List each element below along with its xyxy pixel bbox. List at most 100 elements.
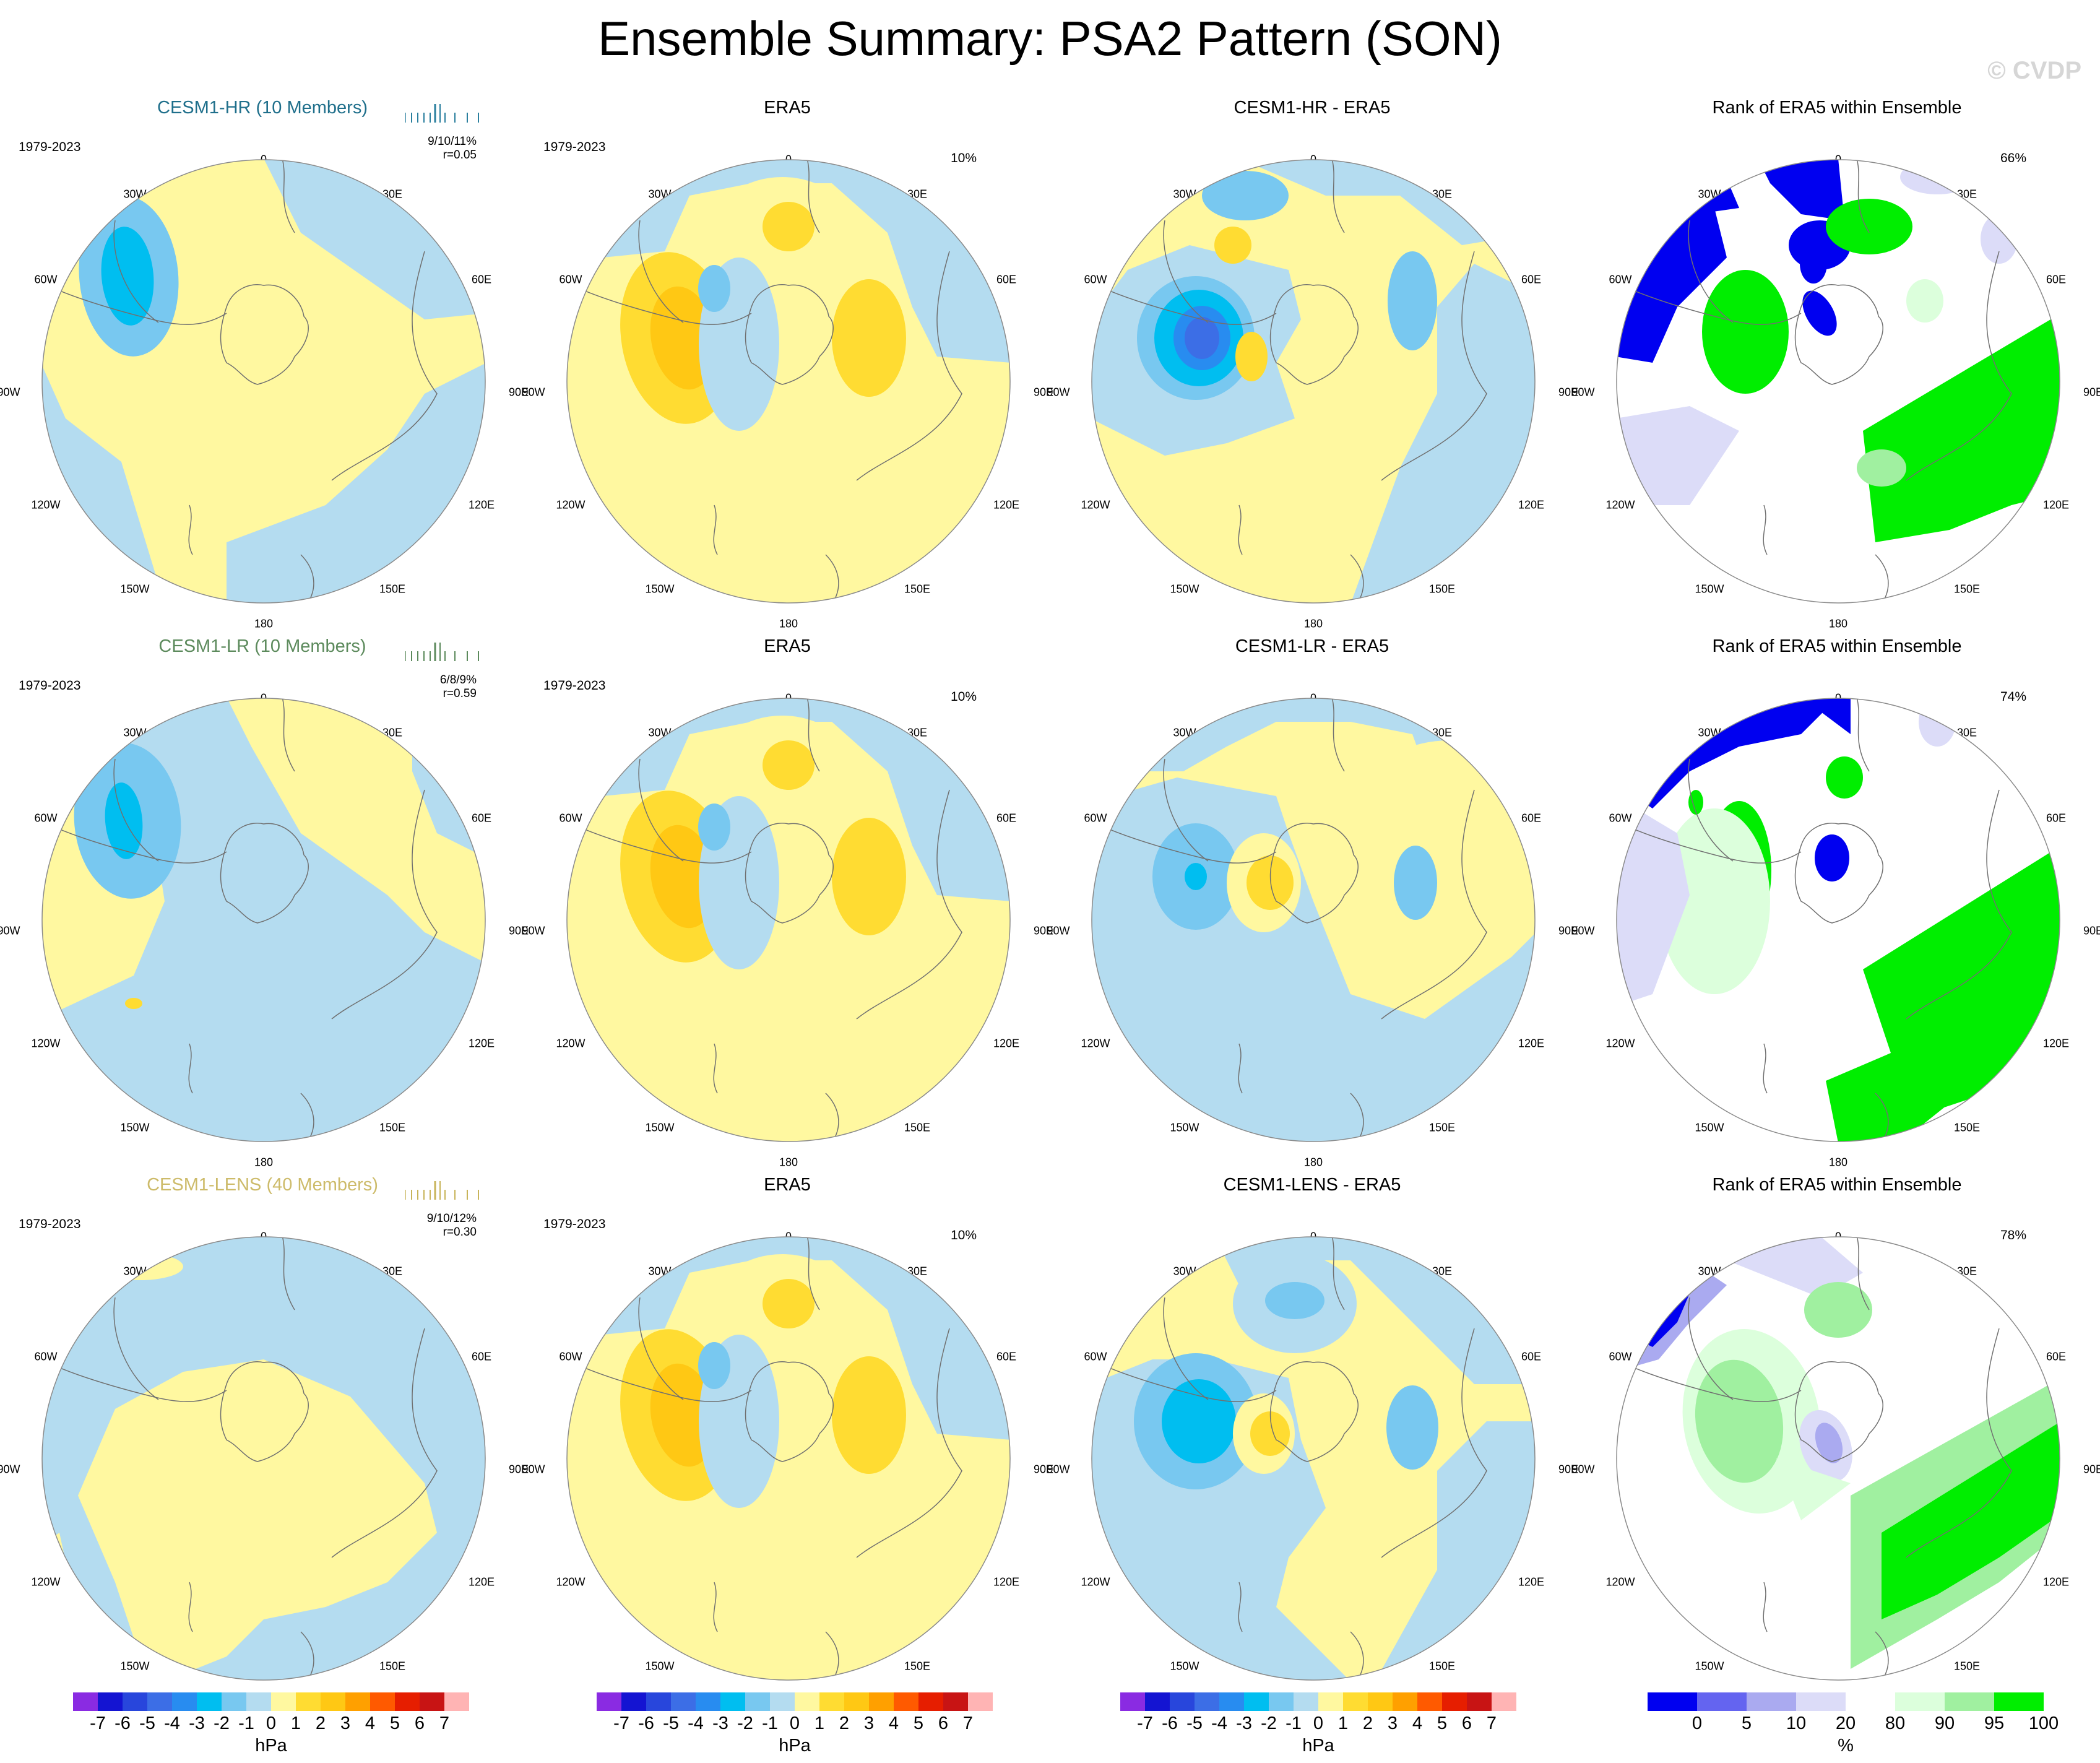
contour-region: [42, 160, 485, 319]
lon-label: 60E: [471, 812, 492, 825]
colorbar-cells: [73, 1692, 469, 1711]
cvdp-watermark: © CVDP: [1987, 57, 2081, 84]
colorbar-label: 2: [315, 1713, 326, 1733]
difference-pattern-panel: CESM1-LR - ERA5 0 30E 60E 90E 120E 150E 180 150W…: [1047, 635, 1578, 1175]
lon-label: 120E: [1518, 1037, 1545, 1050]
contour-region: [650, 1363, 717, 1467]
panel-title: CESM1-LR - ERA5: [1235, 636, 1389, 656]
contour-region: [1981, 214, 2018, 264]
contour-region: [1776, 1458, 1851, 1520]
colorbar-label: -2: [214, 1713, 230, 1733]
lon-label: 150E: [1428, 583, 1456, 596]
map-boundary: [41, 159, 486, 604]
lon-label: 120E: [993, 1575, 1020, 1588]
lon-label: 180: [779, 1156, 798, 1169]
lon-label: 120E: [993, 498, 1020, 511]
colorbar-cell: [894, 1692, 918, 1711]
difference-pattern-panel: CESM1-LENS - ERA5030E60E90E120E150E18015…: [1047, 1174, 1578, 1713]
lon-label: 120E: [2042, 1037, 2070, 1050]
lon-label: 150W: [1695, 1660, 1724, 1673]
colorbar-cell: [246, 1692, 271, 1711]
map-boundary: [41, 698, 486, 1142]
lon-label: 120W: [31, 1037, 61, 1050]
colorbar-label: 5: [913, 1713, 924, 1733]
polar-map: [1615, 1236, 2061, 1681]
colorbar-cell: [819, 1692, 844, 1711]
colorbar-cell: [1697, 1692, 1747, 1711]
contour-region: [698, 265, 730, 312]
lon-label: 90E: [1558, 386, 1579, 399]
lon-label: 90W: [1047, 1463, 1070, 1476]
lon-label: 150E: [904, 1660, 931, 1673]
lon-label: 60E: [996, 812, 1017, 825]
lon-label: 120E: [1518, 1575, 1545, 1588]
lon-label: 60E: [471, 273, 492, 286]
polar-map: [41, 697, 486, 1143]
colorbar-cell: [1343, 1692, 1368, 1711]
lon-label: 90W: [0, 386, 20, 399]
member-ticks: [405, 1181, 480, 1200]
colorbar-cell: [1120, 1692, 1145, 1711]
colorbar-cell: [696, 1692, 720, 1711]
contour-region: [763, 740, 815, 790]
model-stats: 6/8/9% r=0.59: [371, 674, 477, 701]
colorbar-label: 1: [290, 1713, 301, 1733]
lon-label: 60E: [1521, 812, 1542, 825]
lon-label: 150E: [1953, 1121, 1981, 1134]
lon-label: 120W: [31, 498, 61, 511]
lon-label: 120W: [556, 1037, 585, 1050]
lon-label: 120W: [1605, 498, 1635, 511]
colorbar-cell: [1747, 1692, 1796, 1711]
panel-title: ERA5: [764, 636, 811, 656]
lon-label: 60E: [2046, 1350, 2067, 1363]
lon-label: 90E: [1033, 386, 1054, 399]
lon-label: 60E: [2046, 812, 2067, 825]
lon-label: 150E: [904, 583, 931, 596]
colorbar-label: -6: [115, 1713, 131, 1733]
colorbar-label: 7: [962, 1713, 974, 1733]
colorbar-cell: [621, 1692, 646, 1711]
lon-label: 180: [1303, 1156, 1323, 1169]
colorbar-label: 0: [1313, 1713, 1324, 1733]
colorbar-label: 3: [1387, 1713, 1398, 1733]
contour-region: [832, 279, 906, 397]
lon-label: 90E: [2083, 924, 2100, 937]
lon-label: 120E: [1518, 498, 1545, 511]
lon-label: 120W: [1081, 498, 1110, 511]
period-label: 1979-2023: [543, 140, 606, 154]
lon-label: 60W: [34, 812, 58, 825]
colorbar-label: -1: [762, 1713, 778, 1733]
contour-region: [1617, 406, 1739, 505]
colorbar-unit: hPa: [1302, 1736, 1334, 1756]
contour-region: [832, 1356, 906, 1474]
map-boundary: [1091, 698, 1536, 1142]
contour-region: [1882, 1421, 2060, 1619]
lon-label: 60E: [1521, 273, 1542, 286]
lon-label: 90E: [1033, 1463, 1054, 1476]
colorbar-label: -3: [1236, 1713, 1252, 1733]
polar-map: [1091, 697, 1536, 1143]
lon-label: 180: [254, 1156, 274, 1169]
map-boundary: [1091, 1236, 1536, 1681]
model-pattern-panel: CESM1-LENS (40 Members) 1979-2023 9/10/12%…: [0, 1174, 529, 1713]
rank-map-panel: Rank of ERA5 within Ensemble 66% 0 30E 60E 90…: [1571, 97, 2100, 636]
polar-map: [566, 697, 1011, 1143]
lon-label: 150E: [379, 1660, 406, 1673]
polar-map: [566, 158, 1011, 604]
period-label: 1979-2023: [19, 1217, 81, 1231]
colorbar-cell: [172, 1692, 197, 1711]
lon-label: 90E: [2083, 386, 2100, 399]
colorbar-label: 6: [938, 1713, 949, 1733]
colorbar-unit: %: [1838, 1736, 1854, 1756]
polar-map: [566, 1236, 1011, 1681]
contour-region: [1375, 740, 1524, 827]
lon-label: 120W: [556, 498, 585, 511]
contour-region: [1801, 698, 1851, 734]
stats-variance: 9/10/11%: [428, 135, 477, 148]
lon-label: 180: [1303, 617, 1323, 630]
lon-label: 90W: [522, 386, 545, 399]
colorbar-label: -5: [1186, 1713, 1203, 1733]
contour-region: [1388, 251, 1437, 350]
colorbar-label: 4: [365, 1713, 376, 1733]
polar-map: [41, 1236, 486, 1681]
